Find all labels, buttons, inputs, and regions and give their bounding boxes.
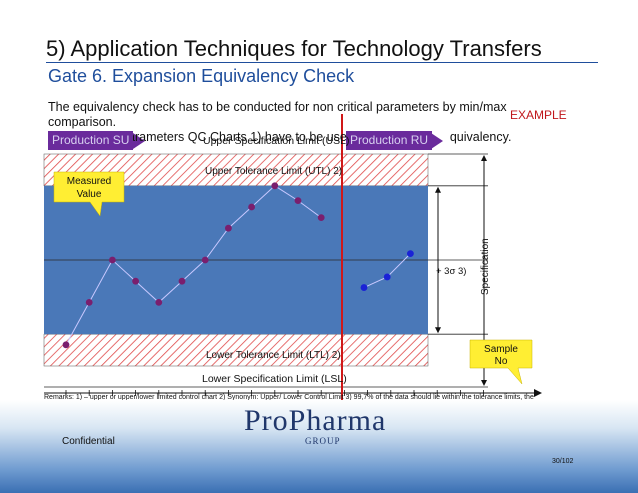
data-point-su	[62, 341, 70, 349]
spec-arrow-head-up	[481, 155, 487, 161]
data-point-su	[155, 299, 163, 306]
example-label: EXAMPLE	[510, 108, 567, 122]
data-point-su	[271, 182, 279, 190]
logo-group-text: GROUP	[305, 436, 341, 446]
su-stage-arrow	[133, 133, 145, 149]
data-point-su	[294, 197, 302, 205]
data-point-su	[225, 224, 232, 232]
x-axis-arrow-head	[534, 389, 542, 397]
value-callout-text: Value	[77, 189, 102, 200]
measured-callout-text: Measured	[67, 176, 111, 187]
measured-value-callout	[53, 171, 125, 217]
data-point-su	[132, 277, 140, 285]
sample-callout-text: Sample	[484, 344, 518, 355]
intro-line2-end: quivalency.	[449, 130, 512, 144]
data-point-su	[85, 299, 93, 306]
intro-text: The equivalency check has to be conducte…	[48, 100, 507, 129]
sigma-arrow-head-down	[435, 327, 441, 334]
footer-wave-band	[0, 400, 638, 493]
data-point-su	[201, 256, 209, 264]
production-su-tag: Production SU	[48, 131, 134, 150]
data-point-ru	[407, 250, 414, 258]
sigma-arrow-head-up	[435, 186, 441, 193]
intro-text-line2: arameters QC Charts 1) have to be used qu…	[48, 130, 511, 144]
sample-no-callout	[469, 339, 533, 385]
specification-label: Specification	[480, 238, 491, 295]
lower-hatch-band	[43, 333, 429, 367]
lsl-label: Lower Specification Limit (LSL)	[202, 373, 347, 385]
title-underline	[46, 62, 598, 63]
spec-arrow-head-down	[481, 380, 487, 386]
data-point-su	[317, 214, 325, 222]
no-callout-text: No	[495, 356, 508, 367]
production-ru-tag: Production RU	[346, 131, 433, 150]
data-point-ru	[383, 273, 391, 281]
data-point-su	[109, 256, 116, 264]
page-number: 30/102	[552, 458, 574, 465]
confidential-label: Confidential	[62, 436, 115, 447]
series-su-line	[65, 185, 322, 346]
slide-title: 5) Application Techniques for Technology…	[46, 36, 542, 61]
ru-stage-arrow	[431, 133, 443, 149]
usl-label: Upper Specification Limit (USL)	[203, 135, 350, 147]
data-point-su	[178, 277, 186, 285]
slide-subtitle: Gate 6. Expansion Equivalency Check	[48, 66, 355, 86]
ltl-label: Lower Tolerance Limit (LTL) 2)	[206, 350, 341, 361]
intro-line2-text: arameters QC Charts 1) have to be used	[128, 130, 354, 144]
data-point-su	[248, 203, 256, 211]
qc-chart: Upper Tolerance Limit (UTL) 2) Lower Tole…	[43, 114, 542, 400]
propharma-logo: ProPharma	[244, 404, 387, 437]
utl-label: Upper Tolerance Limit (UTL) 2)	[205, 166, 342, 177]
sigma-label: + 3σ 3)	[436, 266, 466, 277]
data-point-ru	[360, 284, 368, 291]
